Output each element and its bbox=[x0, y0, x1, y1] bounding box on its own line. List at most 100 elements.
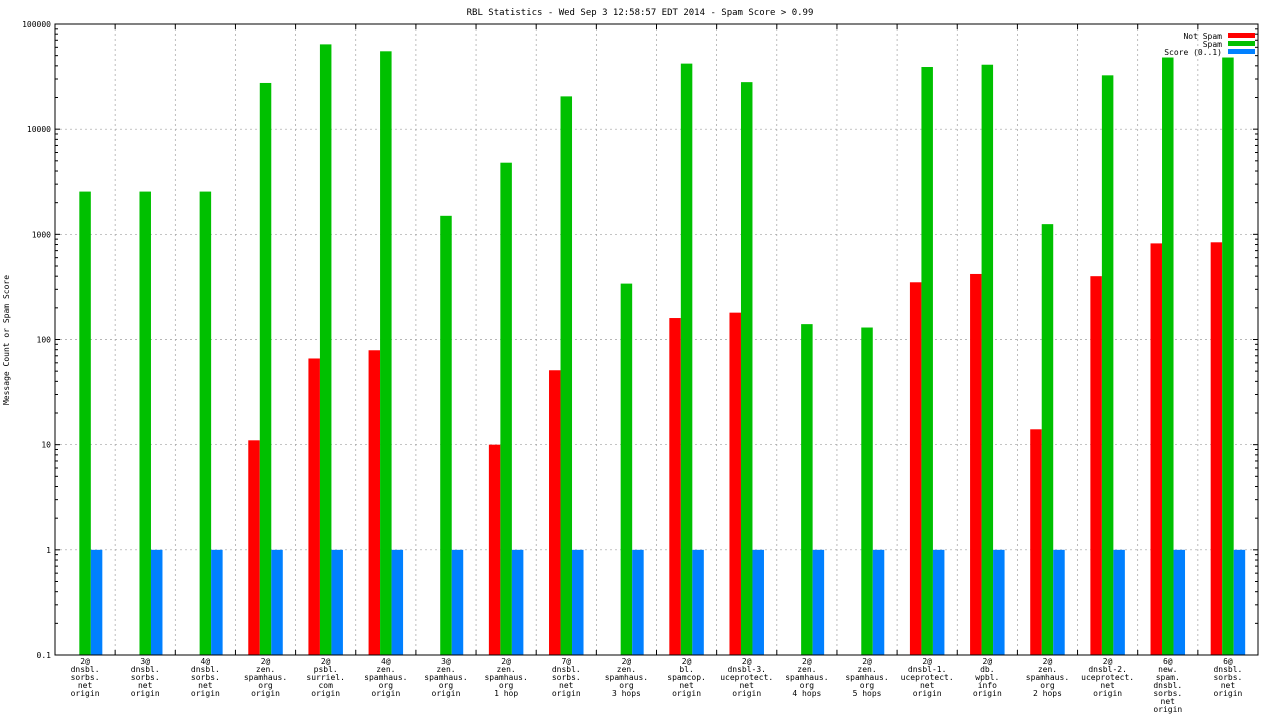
x-tick-label: net bbox=[559, 681, 574, 690]
bar-spam bbox=[740, 82, 753, 655]
bar-not-spam bbox=[669, 318, 681, 655]
legend-label: Not Spam bbox=[1183, 32, 1222, 41]
bar-spam bbox=[620, 283, 633, 655]
bar-score-0-1 bbox=[993, 549, 1005, 655]
bar-spam bbox=[560, 96, 573, 655]
x-tick-label: 3 hops bbox=[612, 689, 641, 698]
x-tick-label: dnsbl-1. bbox=[908, 665, 947, 674]
bar-spam bbox=[1222, 57, 1234, 655]
x-tick-label: origin bbox=[1213, 689, 1242, 698]
x-tick-label: 7@ bbox=[561, 657, 571, 666]
x-tick-label: 2@ bbox=[1043, 657, 1053, 666]
x-tick-label: spamhaus. bbox=[1026, 673, 1069, 682]
x-tick-label: 4@ bbox=[381, 657, 391, 666]
bar-score-0-1 bbox=[271, 549, 283, 655]
bar-spam bbox=[259, 82, 272, 656]
x-tick-label: spamhaus. bbox=[845, 673, 888, 682]
bar-score-0-1 bbox=[1233, 549, 1246, 655]
x-tick-label: sorbs. bbox=[552, 673, 581, 682]
x-tick-label: zen. bbox=[857, 665, 876, 674]
bar-score-0-1 bbox=[572, 549, 584, 655]
x-tick-label: origin bbox=[71, 689, 100, 698]
x-tick-label: zen. bbox=[376, 665, 395, 674]
x-tick-label: 2@ bbox=[682, 657, 692, 666]
x-tick-label: 5 hops bbox=[853, 689, 882, 698]
x-tick-label: 2@ bbox=[501, 657, 511, 666]
legend-swatch bbox=[1228, 49, 1255, 54]
x-tick-label: 2@ bbox=[80, 657, 90, 666]
x-tick-label: net bbox=[679, 681, 694, 690]
bar-score-0-1 bbox=[932, 549, 945, 655]
bar-score-0-1 bbox=[692, 549, 704, 655]
bars bbox=[79, 44, 1246, 656]
bar-score-0-1 bbox=[391, 549, 404, 655]
legend-swatch bbox=[1228, 33, 1255, 38]
x-tick-label: origin bbox=[251, 689, 280, 698]
y-tick-label: 100 bbox=[37, 336, 52, 345]
bar-spam bbox=[861, 327, 873, 655]
x-tick-label: net bbox=[1161, 697, 1176, 706]
x-tick-label: 6@ bbox=[1163, 657, 1173, 666]
chart-title: RBL Statistics - Wed Sep 3 12:58:57 EDT … bbox=[467, 8, 814, 18]
bar-score-0-1 bbox=[812, 549, 825, 655]
x-tick-label: sorbs. bbox=[131, 673, 160, 682]
x-ticks: 2@dnsbl.sorbs.netorigin3@dnsbl.sorbs.net… bbox=[71, 24, 1259, 714]
bar-spam bbox=[139, 191, 151, 655]
x-tick-label: 1 hop bbox=[494, 689, 518, 698]
x-tick-label: 2@ bbox=[622, 657, 632, 666]
x-tick-label: 2@ bbox=[862, 657, 872, 666]
bar-spam bbox=[921, 67, 933, 656]
bar-not-spam bbox=[549, 370, 561, 655]
bar-spam bbox=[380, 51, 392, 656]
bar-spam bbox=[801, 324, 813, 655]
x-tick-label: origin bbox=[131, 689, 160, 698]
x-tick-label: org bbox=[379, 681, 394, 690]
x-tick-label: 2@ bbox=[321, 657, 331, 666]
y-tick-label: 1000 bbox=[32, 230, 51, 239]
y-axis-label: Message Count or Spam Score bbox=[2, 275, 11, 405]
x-tick-label: com bbox=[318, 681, 333, 690]
bar-score-0-1 bbox=[451, 549, 464, 655]
x-tick-label: org bbox=[1040, 681, 1055, 690]
legend-label: Spam bbox=[1203, 40, 1222, 49]
x-tick-label: zen. bbox=[797, 665, 816, 674]
x-tick-label: dnsbl. bbox=[552, 665, 581, 674]
x-tick-label: net bbox=[1100, 681, 1115, 690]
x-tick-label: origin bbox=[371, 689, 400, 698]
x-tick-label: uceprotect. bbox=[720, 673, 773, 682]
x-tick-label: 3@ bbox=[441, 657, 451, 666]
x-tick-label: bl. bbox=[679, 665, 693, 674]
x-tick-label: org bbox=[439, 681, 454, 690]
x-tick-label: 3@ bbox=[140, 657, 150, 666]
y-tick-label: 0.1 bbox=[37, 651, 52, 660]
x-tick-label: spamhaus. bbox=[484, 673, 527, 682]
bar-not-spam bbox=[729, 312, 741, 655]
x-tick-label: 2@ bbox=[802, 657, 812, 666]
x-tick-label: wpbl. bbox=[975, 673, 999, 682]
x-tick-label: 2@ bbox=[742, 657, 752, 666]
x-tick-label: sorbs. bbox=[191, 673, 220, 682]
x-tick-label: origin bbox=[552, 689, 581, 698]
bar-score-0-1 bbox=[511, 549, 524, 655]
x-tick-label: 4 hops bbox=[792, 689, 821, 698]
y-ticks: 100000 10000 1000 100 10 1 0.1 bbox=[22, 20, 1258, 660]
x-tick-label: dnsbl. bbox=[1153, 681, 1182, 690]
legend-label: Score (0..1) bbox=[1164, 48, 1222, 57]
bar-not-spam bbox=[970, 273, 982, 655]
x-tick-label: dnsbl-3. bbox=[727, 665, 766, 674]
bar-spam bbox=[319, 44, 332, 655]
bar-not-spam bbox=[368, 350, 381, 655]
bar-spam bbox=[440, 215, 452, 656]
x-tick-label: 2@ bbox=[261, 657, 271, 666]
x-tick-label: dnsbl. bbox=[131, 665, 160, 674]
x-tick-label: sorbs. bbox=[71, 673, 100, 682]
bar-not-spam bbox=[1030, 429, 1042, 655]
x-tick-label: db. bbox=[980, 665, 994, 674]
x-tick-label: sorbs. bbox=[1213, 673, 1242, 682]
x-tick-label: zen. bbox=[1038, 665, 1057, 674]
bar-spam bbox=[79, 191, 91, 655]
x-tick-label: spam. bbox=[1156, 673, 1180, 682]
bar-not-spam bbox=[488, 444, 501, 655]
x-tick-label: 4@ bbox=[201, 657, 211, 666]
